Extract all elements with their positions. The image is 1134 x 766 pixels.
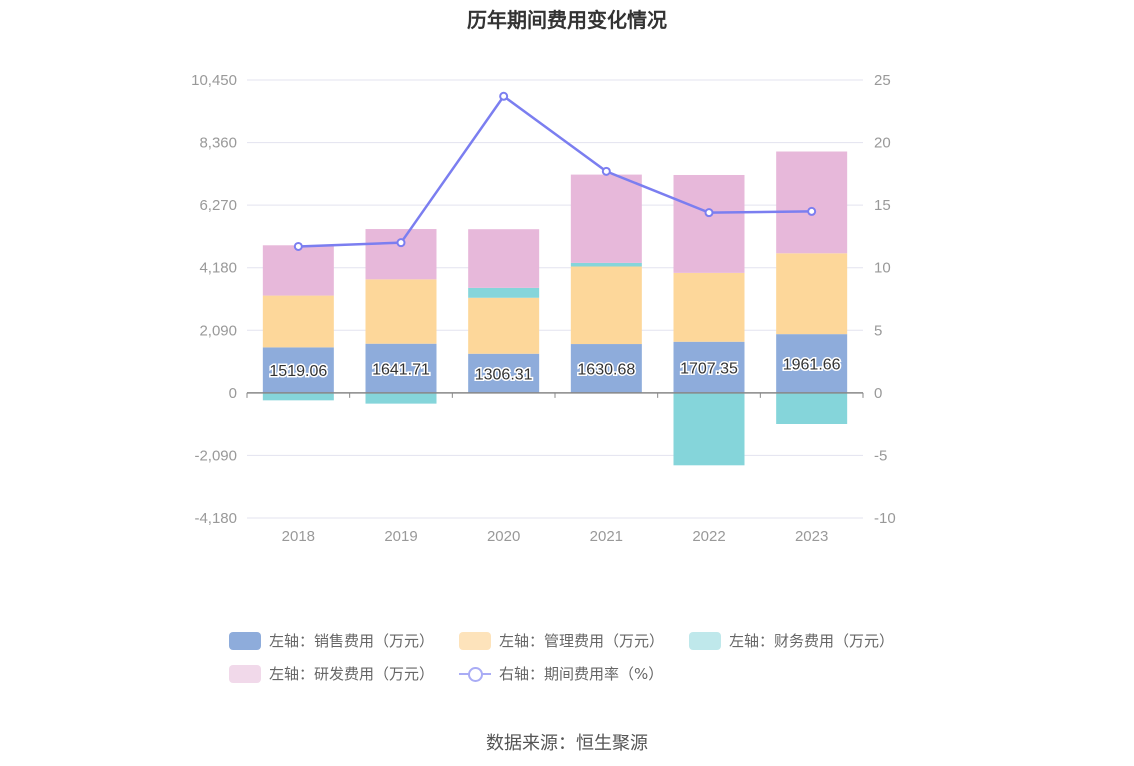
left-axis-tick-label: 6,270	[199, 197, 237, 214]
x-axis-category-label: 2022	[692, 528, 725, 545]
legend-item[interactable]: 左轴：销售费用（万元）	[229, 630, 434, 651]
left-axis-tick-label: 8,360	[199, 135, 237, 152]
right-axis-tick-label: 10	[874, 260, 891, 277]
legend-line-swatch-icon	[459, 665, 491, 683]
bar-rnd	[776, 151, 848, 254]
legend-label: 左轴：管理费用（万元）	[499, 632, 665, 650]
data-label: 1519.06	[269, 363, 327, 380]
rate-point	[499, 91, 509, 101]
rate-point	[396, 238, 406, 248]
right-axis-tick-label: 25	[874, 72, 891, 89]
bar-finance	[468, 287, 540, 298]
legend-item[interactable]: 左轴：管理费用（万元）	[459, 630, 664, 651]
bar-admin	[468, 297, 540, 354]
bar-finance	[365, 392, 437, 404]
x-axis-category-label: 2019	[384, 528, 417, 545]
x-axis-category-label: 2021	[590, 528, 623, 545]
left-axis-tick-label: 2,090	[199, 322, 237, 339]
bar-finance	[673, 392, 745, 466]
legend-label: 左轴：销售费用（万元）	[269, 632, 435, 650]
legend-label: 左轴：研发费用（万元）	[269, 665, 435, 683]
bar-admin	[776, 253, 848, 335]
legend-label: 左轴：财务费用（万元）	[729, 632, 895, 650]
bar-sales	[570, 344, 642, 393]
left-axis-tick-label: -4,180	[194, 510, 237, 527]
left-axis-tick-label: 4,180	[199, 260, 237, 277]
bar-finance	[776, 392, 848, 424]
rate-line	[298, 94, 812, 248]
legend-swatch-icon	[229, 631, 261, 650]
bar-rnd	[365, 229, 437, 280]
right-axis-tick-label: -5	[874, 447, 887, 464]
bar-rnd	[673, 174, 745, 273]
rate-point	[293, 241, 303, 251]
chart-title: 历年期间费用变化情况	[467, 8, 667, 32]
right-axis-tick-label: 0	[874, 385, 882, 402]
right-axis-tick-label: 20	[874, 135, 891, 152]
data-label: 1707.35	[680, 360, 738, 377]
data-label: 1306.31	[475, 366, 533, 383]
bar-admin	[570, 266, 642, 345]
legend-item[interactable]: 右轴：期间费用率（%）	[459, 663, 663, 684]
bar-rnd	[468, 229, 540, 288]
bar-finance	[570, 262, 642, 267]
rate-point	[807, 206, 817, 216]
legend-item[interactable]: 左轴：研发费用（万元）	[229, 663, 434, 684]
legend-swatch-icon	[229, 664, 261, 683]
rate-point	[704, 208, 714, 218]
data-label: 1630.68	[577, 361, 635, 378]
left-axis-tick-label: 10,450	[191, 72, 237, 89]
legend-swatch-icon	[459, 631, 491, 650]
data-label: 1641.71	[372, 361, 430, 378]
right-axis-tick-label: 15	[874, 197, 891, 214]
bar-rnd	[570, 174, 642, 263]
bar-admin	[262, 295, 334, 348]
bar-admin	[365, 279, 437, 344]
legend-item[interactable]: 左轴：财务费用（万元）	[689, 630, 894, 651]
right-axis-tick-label: 5	[874, 322, 882, 339]
left-axis-tick-label: -2,090	[194, 447, 237, 464]
left-axis-tick-label: 0	[229, 385, 237, 402]
bar-sales	[673, 341, 745, 393]
bar-sales	[468, 353, 540, 393]
legend-label: 右轴：期间费用率（%）	[499, 665, 664, 683]
x-axis-category-label: 2023	[795, 528, 828, 545]
legend-swatch-icon	[689, 631, 721, 650]
right-axis-tick-label: -10	[874, 510, 896, 527]
bar-sales	[262, 347, 334, 393]
bar-sales	[776, 334, 848, 393]
data-source: 数据来源：恒生聚源	[486, 733, 648, 754]
bar-sales	[365, 343, 437, 393]
rate-point	[601, 166, 611, 176]
bar-rnd	[262, 245, 334, 296]
bar-admin	[673, 272, 745, 342]
x-axis-category-label: 2018	[282, 528, 315, 545]
data-label: 1961.66	[783, 356, 841, 373]
bar-finance	[262, 392, 334, 401]
x-axis-category-label: 2020	[487, 528, 520, 545]
